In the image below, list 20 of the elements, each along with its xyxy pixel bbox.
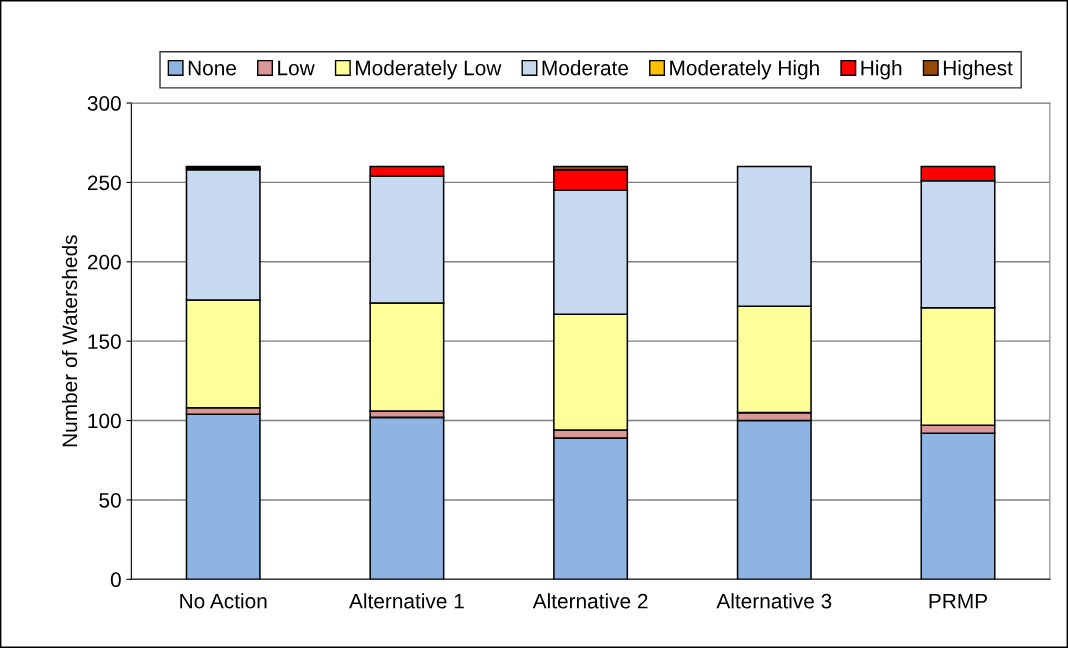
legend-label: None	[188, 60, 236, 76]
legend-label: Low	[278, 60, 315, 76]
x-tick-label: Alternative 2	[532, 593, 648, 609]
legend-label: Moderate	[542, 60, 629, 76]
y-tick-label: 250	[87, 175, 121, 191]
legend-label: Moderately High	[670, 60, 819, 80]
y-tick-label: 300	[87, 96, 121, 111]
legend-label: High	[861, 60, 902, 80]
x-tick-label: PRMP	[929, 593, 987, 609]
x-tick-label: Alternative 3	[716, 593, 832, 609]
y-tick-label: 200	[87, 254, 121, 270]
y-axis-title: Number of Watersheds	[61, 235, 78, 447]
legend-label: Moderately Low	[356, 60, 502, 80]
x-tick-label: No Action	[180, 593, 267, 609]
y-tick-label: 150	[88, 334, 121, 349]
y-tick-label: 50	[99, 492, 121, 508]
y-tick-label: 100	[88, 413, 121, 429]
legend-label: Highest	[943, 60, 1013, 80]
y-tick-label: 0	[110, 572, 121, 588]
x-tick-label: Alternative 1	[349, 593, 464, 609]
